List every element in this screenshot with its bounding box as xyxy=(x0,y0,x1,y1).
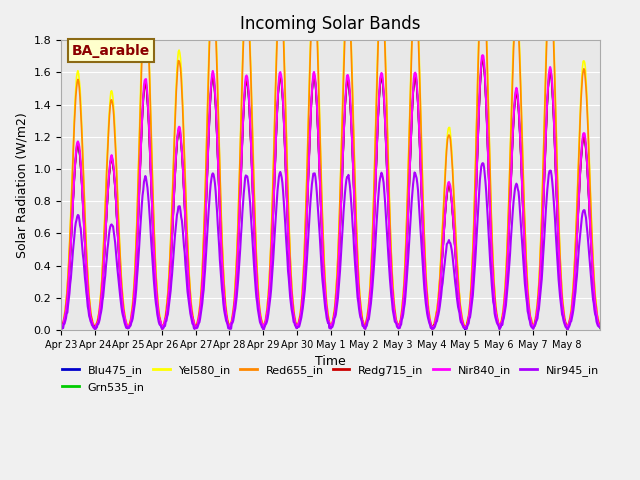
Redg715_in xyxy=(247,140,255,145)
Redg715_in xyxy=(120,314,128,320)
Red655_in xyxy=(267,254,275,260)
Red655_in xyxy=(220,269,227,275)
Blu475_in xyxy=(57,325,65,331)
Grn535_in xyxy=(563,326,571,332)
Yel580_in xyxy=(57,324,65,330)
Yel580_in xyxy=(220,266,227,272)
Title: Incoming Solar Bands: Incoming Solar Bands xyxy=(240,15,420,33)
Grn535_in xyxy=(57,326,65,332)
Nir945_in xyxy=(417,233,425,239)
Nir945_in xyxy=(479,160,486,166)
Nir840_in xyxy=(246,118,254,123)
Nir945_in xyxy=(120,319,128,324)
Blu475_in xyxy=(596,323,604,328)
Line: Red655_in: Red655_in xyxy=(61,0,600,329)
Redg715_in xyxy=(417,174,425,180)
Text: BA_arable: BA_arable xyxy=(72,44,150,58)
Red655_in xyxy=(596,322,604,327)
Nir945_in xyxy=(246,200,254,205)
Line: Grn535_in: Grn535_in xyxy=(61,57,600,329)
Redg715_in xyxy=(57,325,65,331)
Line: Nir840_in: Nir840_in xyxy=(61,55,600,329)
Legend: Blu475_in, Grn535_in, Yel580_in, Red655_in, Redg715_in, Nir840_in, Nir945_in: Blu475_in, Grn535_in, Yel580_in, Red655_… xyxy=(58,361,604,397)
Blu475_in xyxy=(461,327,469,333)
Grn535_in xyxy=(120,314,128,320)
Nir840_in xyxy=(428,326,436,332)
Yel580_in xyxy=(596,323,604,328)
Yel580_in xyxy=(417,113,425,119)
Line: Nir945_in: Nir945_in xyxy=(61,163,600,330)
Nir840_in xyxy=(57,325,65,331)
Y-axis label: Solar Radiation (W/m2): Solar Radiation (W/m2) xyxy=(15,112,28,258)
Red655_in xyxy=(120,309,128,315)
Redg715_in xyxy=(158,326,166,332)
Redg715_in xyxy=(387,259,394,264)
Grn535_in xyxy=(479,54,486,60)
Grn535_in xyxy=(220,283,227,288)
Yel580_in xyxy=(267,251,275,257)
Red655_in xyxy=(416,94,424,99)
Red655_in xyxy=(563,326,571,332)
Grn535_in xyxy=(267,273,275,279)
Nir840_in xyxy=(386,244,394,250)
Nir840_in xyxy=(267,271,275,276)
Line: Blu475_in: Blu475_in xyxy=(61,59,600,330)
Grn535_in xyxy=(246,121,254,127)
Nir945_in xyxy=(260,327,268,333)
Yel580_in xyxy=(246,41,254,47)
Nir945_in xyxy=(387,285,394,290)
Line: Yel580_in: Yel580_in xyxy=(61,0,600,328)
Yel580_in xyxy=(327,325,335,331)
Blu475_in xyxy=(416,155,424,160)
Nir945_in xyxy=(268,286,275,292)
Redg715_in xyxy=(268,261,275,266)
Blu475_in xyxy=(267,272,275,277)
Red655_in xyxy=(246,50,254,56)
Nir945_in xyxy=(57,325,65,331)
Nir840_in xyxy=(479,52,486,58)
Grn535_in xyxy=(596,325,604,331)
Nir840_in xyxy=(596,324,604,329)
Blu475_in xyxy=(386,246,394,252)
Blu475_in xyxy=(120,313,128,319)
Nir840_in xyxy=(416,151,424,157)
X-axis label: Time: Time xyxy=(315,355,346,369)
Redg715_in xyxy=(220,292,228,298)
Grn535_in xyxy=(416,153,424,159)
Nir840_in xyxy=(220,283,227,289)
Yel580_in xyxy=(120,309,128,314)
Blu475_in xyxy=(220,284,227,289)
Redg715_in xyxy=(596,324,604,330)
Redg715_in xyxy=(479,58,486,63)
Nir945_in xyxy=(596,325,604,331)
Grn535_in xyxy=(386,243,394,249)
Blu475_in xyxy=(479,56,486,62)
Line: Redg715_in: Redg715_in xyxy=(61,60,600,329)
Blu475_in xyxy=(246,122,254,128)
Nir840_in xyxy=(120,313,128,319)
Nir945_in xyxy=(220,301,227,307)
Red655_in xyxy=(386,216,394,222)
Yel580_in xyxy=(387,232,394,238)
Red655_in xyxy=(57,323,65,329)
